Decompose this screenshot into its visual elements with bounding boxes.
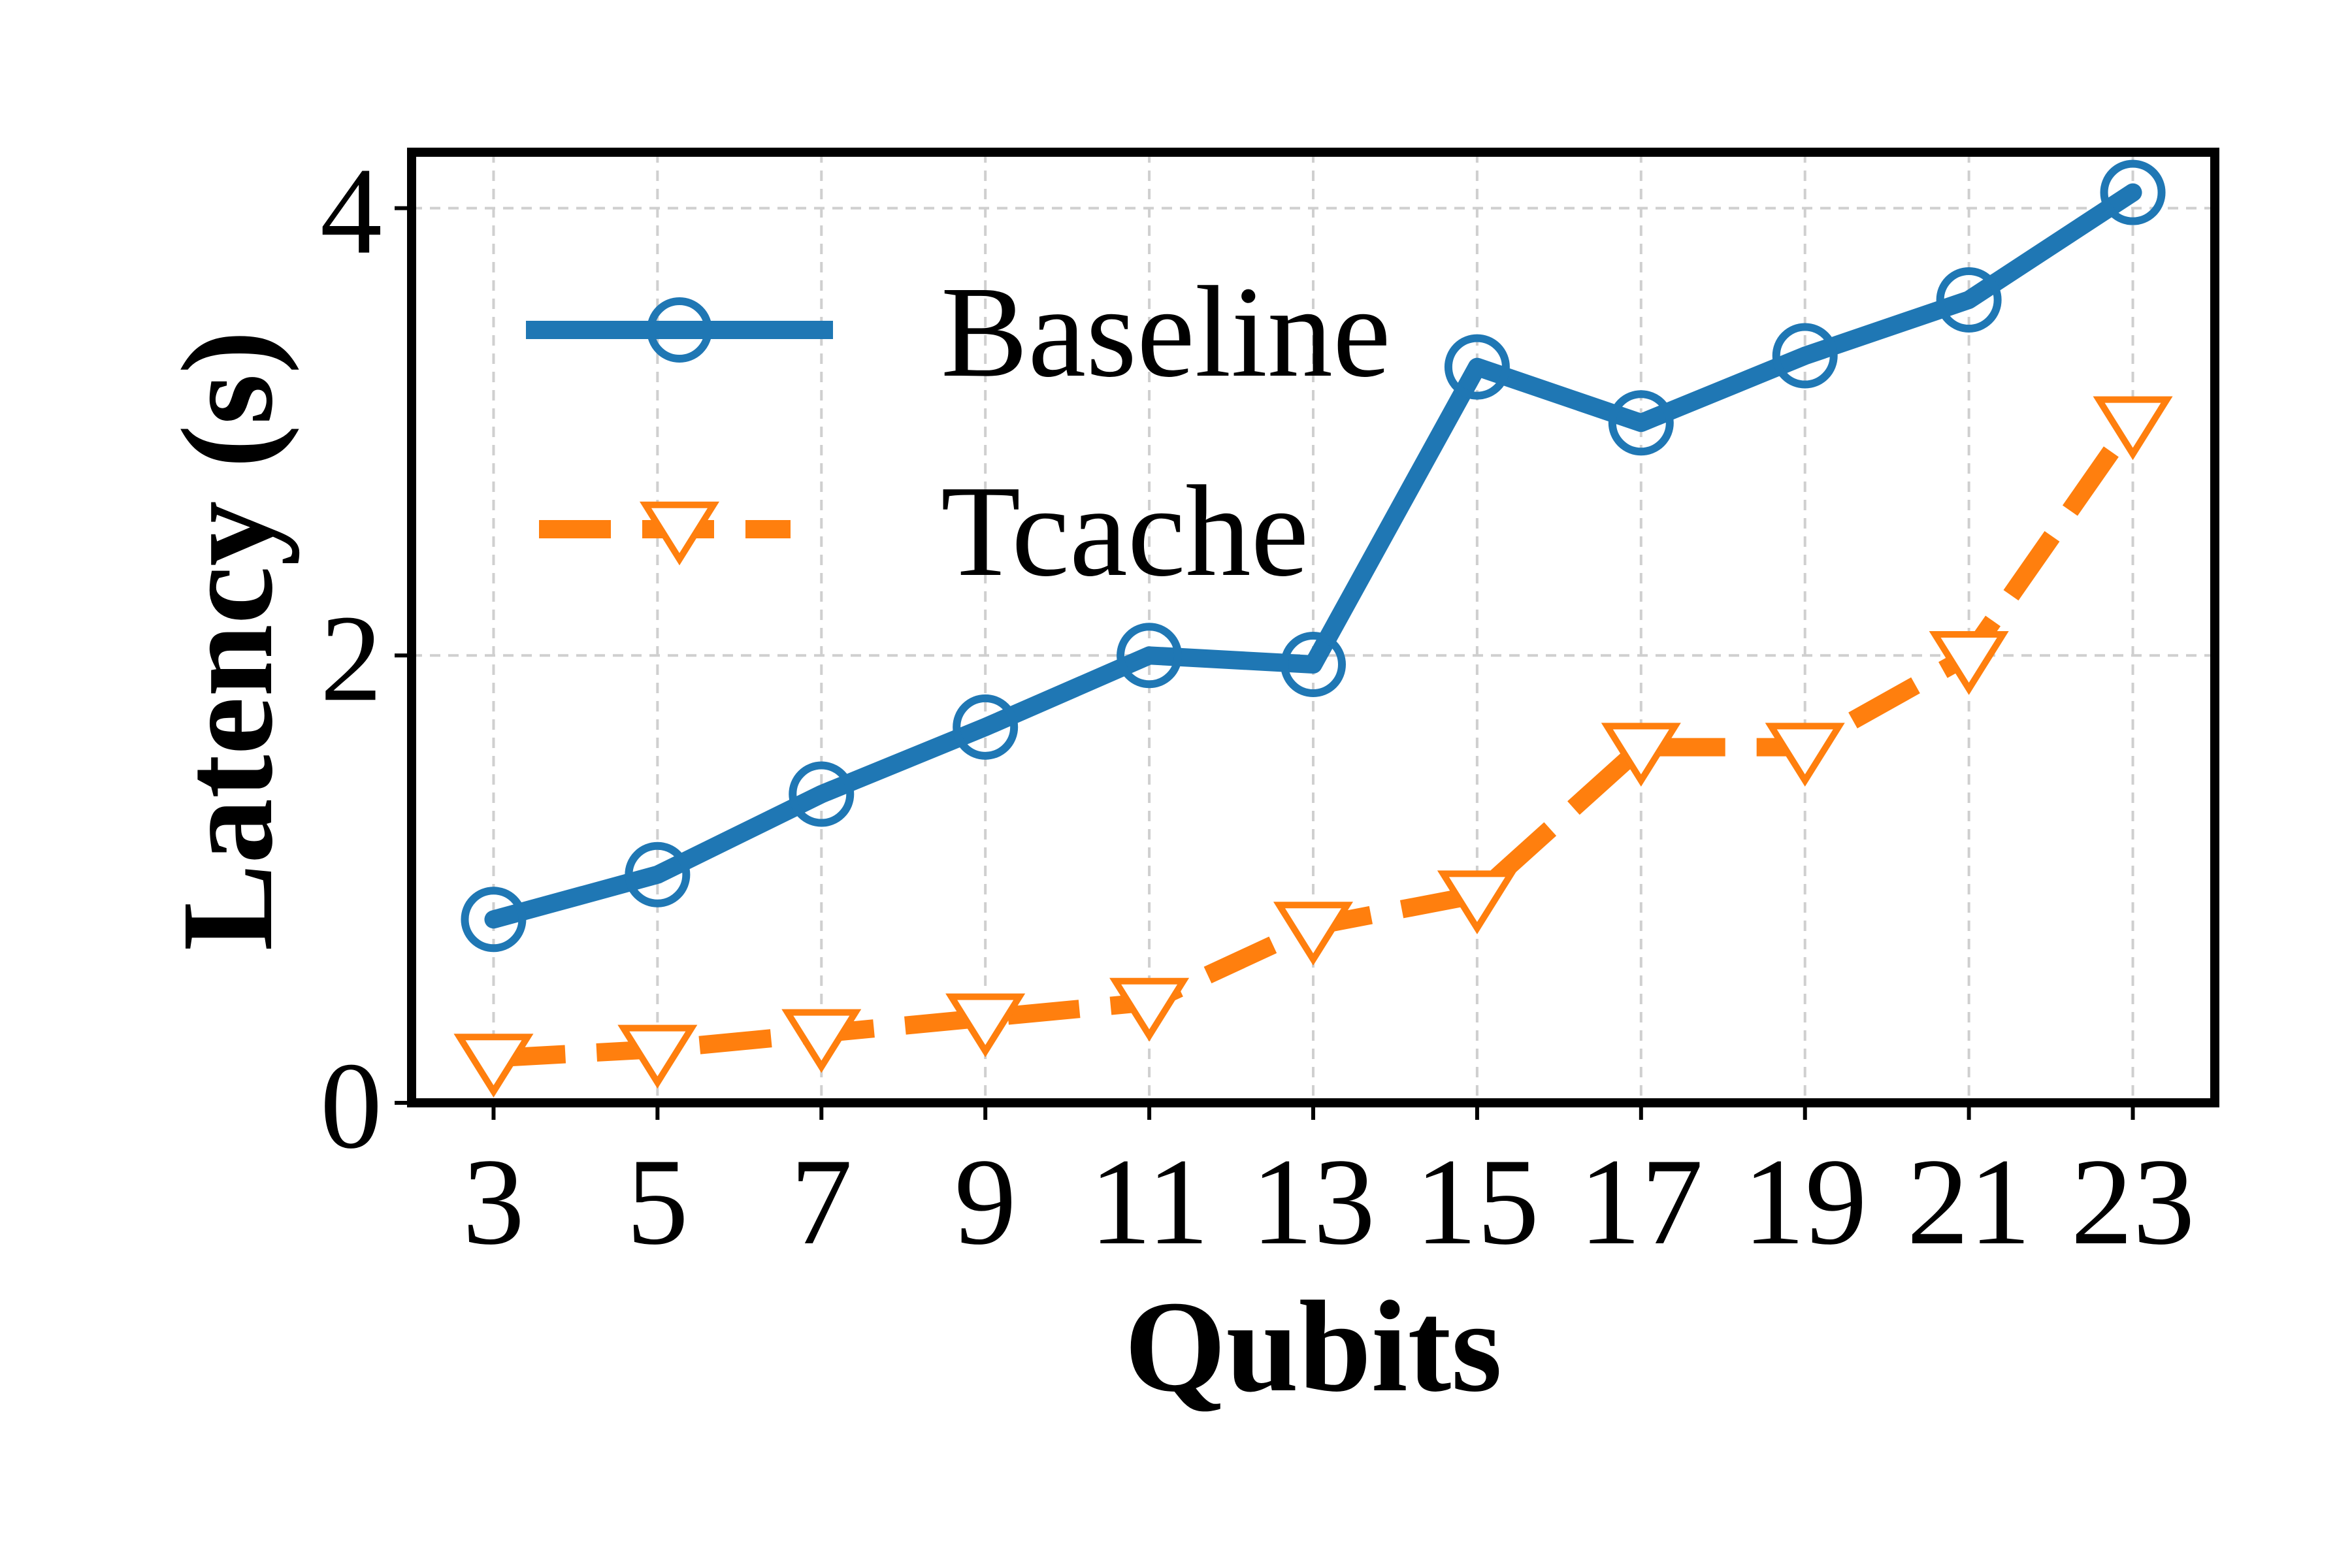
- baseline-point-17: [1608, 390, 1674, 456]
- legend-label: Tcache: [941, 459, 1309, 604]
- baseline-point-5: [625, 841, 691, 907]
- tcache-point-3: [453, 1034, 534, 1098]
- x-tick-label: 23: [2071, 1134, 2195, 1271]
- tcache-point-23: [2093, 396, 2173, 461]
- x-tick-label: 21: [1907, 1134, 2031, 1271]
- baseline-point-7: [789, 761, 855, 827]
- legend-item-baseline: Baseline: [526, 260, 1391, 404]
- legend-item-tcache: Tcache: [539, 459, 1309, 604]
- baseline-point-21: [1936, 267, 2002, 333]
- tcache-point-9: [945, 993, 1026, 1058]
- baseline-point-13: [1281, 631, 1346, 697]
- x-tick-label: 19: [1743, 1134, 1867, 1271]
- tcache-point-15: [1437, 870, 1517, 935]
- y-axis-title: Latency (s): [155, 331, 300, 951]
- legend: Baseline Tcache: [526, 260, 1391, 604]
- y-tick-label: 2: [320, 590, 382, 727]
- legend-label: Baseline: [941, 260, 1391, 404]
- series-line-baseline: [484, 183, 2142, 929]
- tcache-point-17: [1601, 723, 1681, 787]
- x-axis-title: Qubits: [1124, 1275, 1502, 1419]
- series-layer: [453, 159, 2173, 1098]
- x-tick-label: 17: [1579, 1134, 1703, 1271]
- tcache-point-21: [1929, 631, 2009, 695]
- baseline-point-3: [461, 887, 527, 953]
- axes: 3 5 7 9 11 13 15 17 19 21 23 0 2 4: [320, 143, 2195, 1271]
- x-tick-label: 9: [955, 1134, 1017, 1271]
- tcache-point-13: [1273, 902, 1354, 966]
- baseline-point-15: [1444, 334, 1510, 400]
- tcache-point-7: [781, 1009, 862, 1073]
- y-tick-label: 0: [320, 1037, 382, 1175]
- y-tick-label: 4: [320, 143, 382, 280]
- x-tick-label: 3: [463, 1134, 525, 1271]
- tcache-point-11: [1109, 977, 1190, 1042]
- tcache-point-5: [617, 1024, 698, 1089]
- legend-marker: [639, 501, 720, 566]
- x-tick-label: 7: [791, 1134, 853, 1271]
- series-baseline: [461, 159, 2166, 953]
- x-tick-label: 11: [1090, 1134, 1209, 1271]
- tcache-point-19: [1765, 723, 1845, 787]
- baseline-point-23: [2100, 159, 2166, 225]
- series-tcache: [453, 396, 2173, 1098]
- baseline-point-11: [1117, 623, 1183, 689]
- x-tick-label: 15: [1415, 1134, 1539, 1271]
- legend-marker: [647, 297, 712, 363]
- x-tick-label: 13: [1251, 1134, 1375, 1271]
- baseline-point-19: [1772, 323, 1838, 389]
- baseline-point-9: [953, 694, 1019, 760]
- x-tick-label: 5: [627, 1134, 689, 1271]
